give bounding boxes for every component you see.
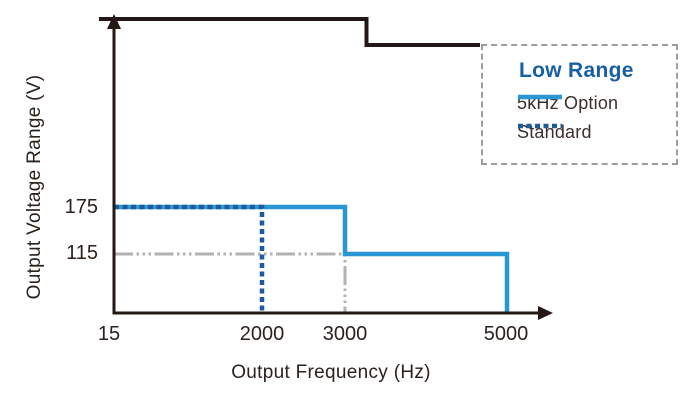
solid-line-swatch-icon xyxy=(518,94,562,100)
x-tick-5000: 5000 xyxy=(483,323,529,345)
series-line-115v-guide-line xyxy=(114,252,347,313)
y-tick-115: 115 xyxy=(66,242,98,264)
series-line-standard xyxy=(114,204,265,313)
x-tick-15: 15 xyxy=(97,323,121,345)
x-tick-2000: 2000 xyxy=(239,323,285,345)
series-layer xyxy=(114,204,510,313)
legend-box: Low Range 5kHz Option Standard xyxy=(481,44,678,165)
y-axis-arrow-icon xyxy=(107,14,121,29)
range-boundary-step-line xyxy=(99,17,480,47)
y-tick-175: 175 xyxy=(64,196,98,218)
x-tick-3000: 3000 xyxy=(322,323,368,345)
dashed-line-swatch-icon xyxy=(518,123,562,129)
series-line-5khz-option xyxy=(114,204,510,313)
x-axis-title: Output Frequency (Hz) xyxy=(231,362,431,383)
legend-title: Low Range xyxy=(519,59,634,82)
legend-item-standard: Standard xyxy=(517,122,592,142)
y-axis-title: Output Voltage Range (V) xyxy=(24,74,45,300)
x-axis-arrow-icon xyxy=(538,306,553,320)
legend-item-5khz-option: 5kHz Option xyxy=(517,93,618,113)
